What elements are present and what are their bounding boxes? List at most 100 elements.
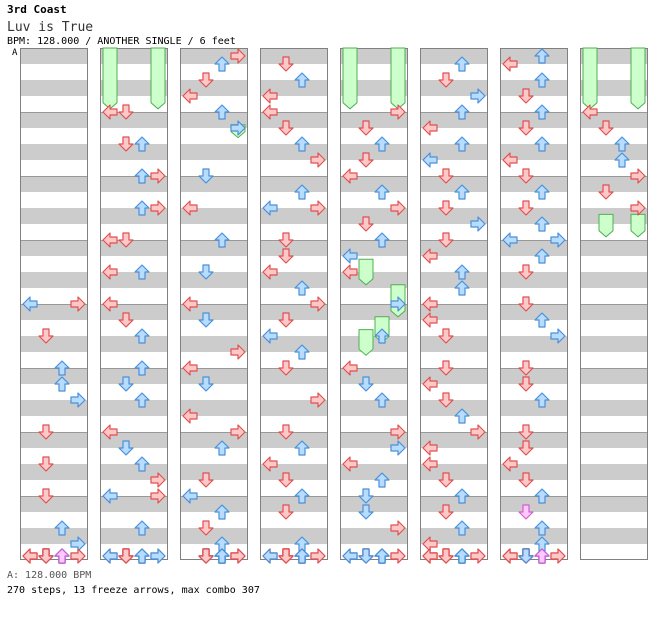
freeze-arrow xyxy=(342,47,358,110)
beat-stripe xyxy=(500,400,568,416)
column-border xyxy=(260,48,328,560)
right-arrow xyxy=(70,296,86,312)
left-arrow xyxy=(102,424,118,440)
left-arrow xyxy=(182,296,198,312)
down-arrow xyxy=(278,56,294,72)
right-arrow xyxy=(470,548,486,564)
up-arrow xyxy=(134,200,150,216)
beat-stripe xyxy=(580,432,648,448)
beat-stripe xyxy=(500,144,568,160)
beat-stripe xyxy=(20,464,88,480)
left-arrow xyxy=(182,360,198,376)
beat-stripe xyxy=(100,336,168,352)
up-arrow xyxy=(374,328,390,344)
beat-stripe xyxy=(500,496,568,512)
freeze-arrow xyxy=(102,47,118,110)
beat-stripe xyxy=(580,112,648,128)
down-arrow xyxy=(38,456,54,472)
left-arrow xyxy=(262,200,278,216)
left-arrow xyxy=(182,408,198,424)
right-arrow xyxy=(150,488,166,504)
beat-stripe xyxy=(180,240,248,256)
left-arrow xyxy=(102,488,118,504)
right-arrow xyxy=(230,344,246,360)
right-arrow xyxy=(470,216,486,232)
beat-stripe xyxy=(500,432,568,448)
up-arrow xyxy=(134,456,150,472)
beat-stripe xyxy=(340,112,408,128)
beat-stripe xyxy=(20,176,88,192)
beat-stripe xyxy=(420,464,488,480)
beat-stripe xyxy=(260,272,328,288)
beat-stripe xyxy=(340,368,408,384)
beat-stripe xyxy=(580,240,648,256)
up-arrow xyxy=(534,216,550,232)
beat-stripe xyxy=(420,304,488,320)
beat-stripe xyxy=(420,80,488,96)
beat-stripe xyxy=(180,176,248,192)
beat-stripe xyxy=(20,432,88,448)
left-arrow xyxy=(182,88,198,104)
beat-stripe xyxy=(20,400,88,416)
down-arrow xyxy=(198,168,214,184)
beat-stripe xyxy=(180,432,248,448)
down-arrow xyxy=(438,360,454,376)
beat-stripe xyxy=(420,176,488,192)
left-arrow xyxy=(262,548,278,564)
up-arrow xyxy=(534,48,550,64)
beat-stripe xyxy=(420,112,488,128)
beat-stripe xyxy=(100,208,168,224)
up-arrow xyxy=(54,376,70,392)
beat-stripe xyxy=(100,464,168,480)
down-arrow xyxy=(518,88,534,104)
song-title: Luv is True xyxy=(7,20,94,35)
beat-stripe xyxy=(260,464,328,480)
freeze-arrow xyxy=(582,47,598,110)
beat-stripe xyxy=(260,304,328,320)
right-arrow xyxy=(310,296,326,312)
up-arrow xyxy=(534,248,550,264)
right-arrow xyxy=(310,548,326,564)
down-arrow xyxy=(198,72,214,88)
up-arrow xyxy=(534,136,550,152)
beat-stripe xyxy=(340,272,408,288)
column-border xyxy=(500,48,568,560)
up-arrow xyxy=(374,548,390,564)
left-arrow xyxy=(502,232,518,248)
footer-stats: 270 steps, 13 freeze arrows, max combo 3… xyxy=(7,585,260,596)
beat-stripe xyxy=(20,336,88,352)
left-arrow xyxy=(262,88,278,104)
down-arrow xyxy=(518,548,534,564)
left-arrow xyxy=(342,360,358,376)
beat-stripe xyxy=(260,176,328,192)
down-arrow xyxy=(118,548,134,564)
up-arrow xyxy=(214,104,230,120)
beat-stripe xyxy=(180,48,248,64)
song-artist: 3rd Coast xyxy=(7,3,67,16)
up-arrow xyxy=(374,472,390,488)
beat-stripe xyxy=(20,112,88,128)
beat-stripe xyxy=(20,208,88,224)
beat-stripe xyxy=(580,304,648,320)
up-arrow xyxy=(134,264,150,280)
left-arrow xyxy=(22,296,38,312)
down-arrow xyxy=(438,168,454,184)
up-arrow xyxy=(454,104,470,120)
up-arrow xyxy=(134,392,150,408)
beat-stripe xyxy=(500,272,568,288)
beat-stripe xyxy=(500,464,568,480)
right-arrow xyxy=(630,200,646,216)
freeze-arrow xyxy=(390,47,406,110)
beat-stripe xyxy=(500,112,568,128)
beat-stripe xyxy=(340,336,408,352)
up-arrow xyxy=(534,72,550,88)
left-arrow xyxy=(422,120,438,136)
beat-stripe xyxy=(500,176,568,192)
beat-stripe xyxy=(500,368,568,384)
right-arrow xyxy=(390,440,406,456)
beat-stripe xyxy=(500,48,568,64)
up-arrow xyxy=(454,136,470,152)
right-arrow xyxy=(150,168,166,184)
left-arrow xyxy=(102,104,118,120)
beat-stripe xyxy=(100,272,168,288)
